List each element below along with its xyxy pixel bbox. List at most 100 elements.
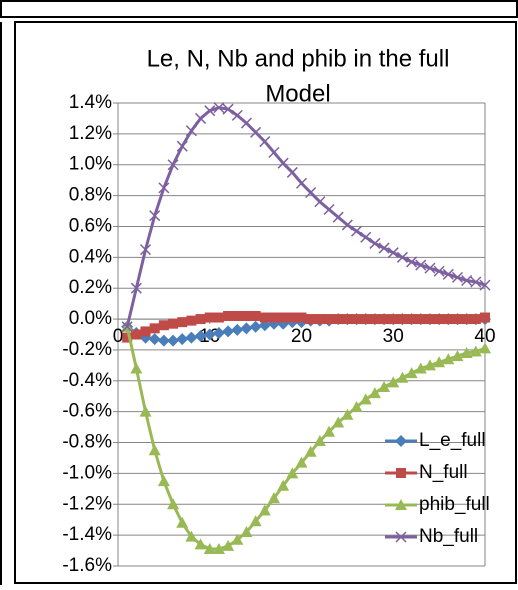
marker <box>194 538 207 550</box>
marker <box>461 314 472 325</box>
marker <box>406 256 418 268</box>
marker <box>203 328 216 341</box>
legend-label: N_full <box>419 462 468 483</box>
marker <box>378 242 390 254</box>
marker <box>268 146 280 158</box>
marker <box>387 376 400 388</box>
marker <box>415 314 426 325</box>
marker <box>360 231 372 243</box>
legend-label: Nb_full <box>419 526 478 547</box>
x-tick-label: 40 <box>474 326 495 347</box>
marker <box>277 157 289 169</box>
marker <box>314 196 326 208</box>
marker <box>378 380 391 392</box>
marker <box>158 320 169 331</box>
marker <box>295 177 308 189</box>
marker <box>167 159 179 171</box>
marker <box>148 444 161 456</box>
y-tick-label: 0.0% <box>69 308 112 329</box>
marker <box>406 314 417 325</box>
marker <box>212 543 225 555</box>
marker <box>286 467 299 479</box>
marker <box>130 362 143 374</box>
series-line <box>125 326 486 551</box>
marker <box>231 533 244 545</box>
marker <box>277 479 290 491</box>
marker <box>278 312 289 323</box>
marker <box>324 314 335 325</box>
marker <box>424 262 436 274</box>
marker <box>388 314 399 325</box>
y-tick-label: -0.6% <box>62 401 112 422</box>
marker <box>258 504 271 516</box>
marker <box>434 314 445 325</box>
marker <box>323 203 335 216</box>
marker <box>313 434 326 446</box>
marker <box>148 333 161 346</box>
marker <box>304 445 317 457</box>
marker <box>323 425 336 437</box>
marker <box>268 312 279 323</box>
marker <box>351 225 363 237</box>
marker <box>240 526 253 538</box>
marker <box>194 330 207 343</box>
marker <box>314 314 325 325</box>
marker <box>395 435 407 447</box>
marker <box>423 359 436 371</box>
y-tick-label: 1.2% <box>69 123 112 144</box>
marker <box>176 516 189 528</box>
marker <box>341 219 353 231</box>
marker <box>259 136 271 148</box>
marker <box>213 312 224 323</box>
y-tick-label: 1.4% <box>69 92 112 113</box>
marker <box>461 274 473 287</box>
marker <box>149 210 161 222</box>
marker <box>443 314 454 325</box>
marker <box>350 401 363 413</box>
marker <box>222 539 235 551</box>
marker <box>368 387 381 399</box>
marker <box>122 332 133 343</box>
marker <box>397 314 408 325</box>
marker <box>442 353 455 365</box>
marker <box>470 314 481 325</box>
marker <box>140 326 151 337</box>
marker <box>452 314 463 325</box>
y-tick-label: -1.0% <box>62 462 112 483</box>
y-tick-label: -0.2% <box>62 339 112 360</box>
marker <box>442 268 454 280</box>
marker <box>287 312 298 323</box>
marker <box>479 279 491 291</box>
marker <box>333 314 344 325</box>
marker <box>395 531 407 543</box>
legend-label: L_e_full <box>419 430 486 451</box>
x-tick-label: 30 <box>383 326 404 347</box>
marker <box>249 515 262 527</box>
marker <box>451 350 464 362</box>
x-tick-label: 20 <box>291 326 312 347</box>
marker <box>470 276 482 288</box>
marker <box>359 393 372 405</box>
y-tick-label: 0.4% <box>69 246 112 267</box>
marker <box>185 530 198 542</box>
marker <box>396 251 408 263</box>
marker <box>167 498 180 510</box>
legend-label: phib_full <box>419 494 490 515</box>
marker <box>232 310 243 321</box>
marker <box>433 265 445 277</box>
marker <box>414 362 427 374</box>
marker <box>139 405 152 417</box>
marker <box>250 310 261 321</box>
marker <box>395 499 407 510</box>
marker <box>396 468 406 478</box>
x-tick-label: 0 <box>113 326 124 347</box>
y-tick-label: 0.8% <box>69 185 112 206</box>
marker <box>351 314 362 325</box>
marker <box>168 318 179 329</box>
marker <box>195 112 207 124</box>
marker <box>415 259 427 271</box>
marker <box>231 109 243 121</box>
marker <box>305 314 316 325</box>
